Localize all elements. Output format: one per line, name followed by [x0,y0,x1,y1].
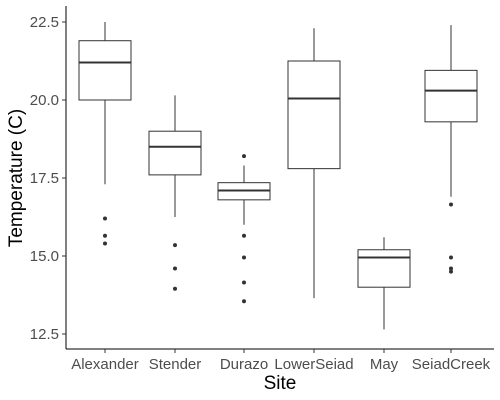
outlier-point [103,241,107,246]
outlier-point [173,243,177,248]
box-group-seiadcreek [424,25,478,274]
outlier-point [173,266,177,271]
x-tick-label: Durazo [220,356,268,373]
outlier-point [449,269,453,274]
x-tick-label: LowerSeiad [274,356,353,373]
outlier-point [242,255,246,260]
x-tick-label: SeiadCreek [412,356,491,373]
y-tick-label: 20.0 [30,92,59,109]
box-iqr [424,69,478,123]
x-axis-ticks: Alexander Stender Durazo LowerSeiad May Seiad… [71,349,491,373]
y-axis-ticks: 12.5 15.0 17.5 20.0 22.5 [30,14,66,343]
x-tick-label: Alexander [71,356,139,373]
outlier-point [449,202,453,207]
y-tick-label: 15.0 [30,248,59,265]
x-tick-label: May [370,356,399,373]
outlier-point [242,233,246,238]
x-tick-label: Stender [149,356,202,373]
x-axis-title: Site [264,373,297,394]
y-axis-title: Temperature (C) [6,109,27,247]
outlier-point [449,255,453,260]
box-group-stender [148,95,202,291]
outlier-point [103,216,107,221]
y-tick-label: 12.5 [30,326,59,343]
outlier-point [242,299,246,304]
box-iqr [78,40,132,101]
y-tick-label: 22.5 [30,14,59,31]
box-iqr [287,60,341,170]
outlier-point [449,266,453,271]
box-iqr [148,130,202,176]
box-group-lowerseiad [287,28,341,299]
outlier-point [103,233,107,238]
outlier-point [173,286,177,291]
box-iqr [357,249,411,288]
outlier-point [242,280,246,285]
outlier-point [242,154,246,159]
box-group-durazo [217,154,271,304]
box-group-alexander [78,22,132,246]
y-tick-label: 17.5 [30,170,59,187]
plot-area [78,22,478,330]
box-group-may [357,237,411,330]
